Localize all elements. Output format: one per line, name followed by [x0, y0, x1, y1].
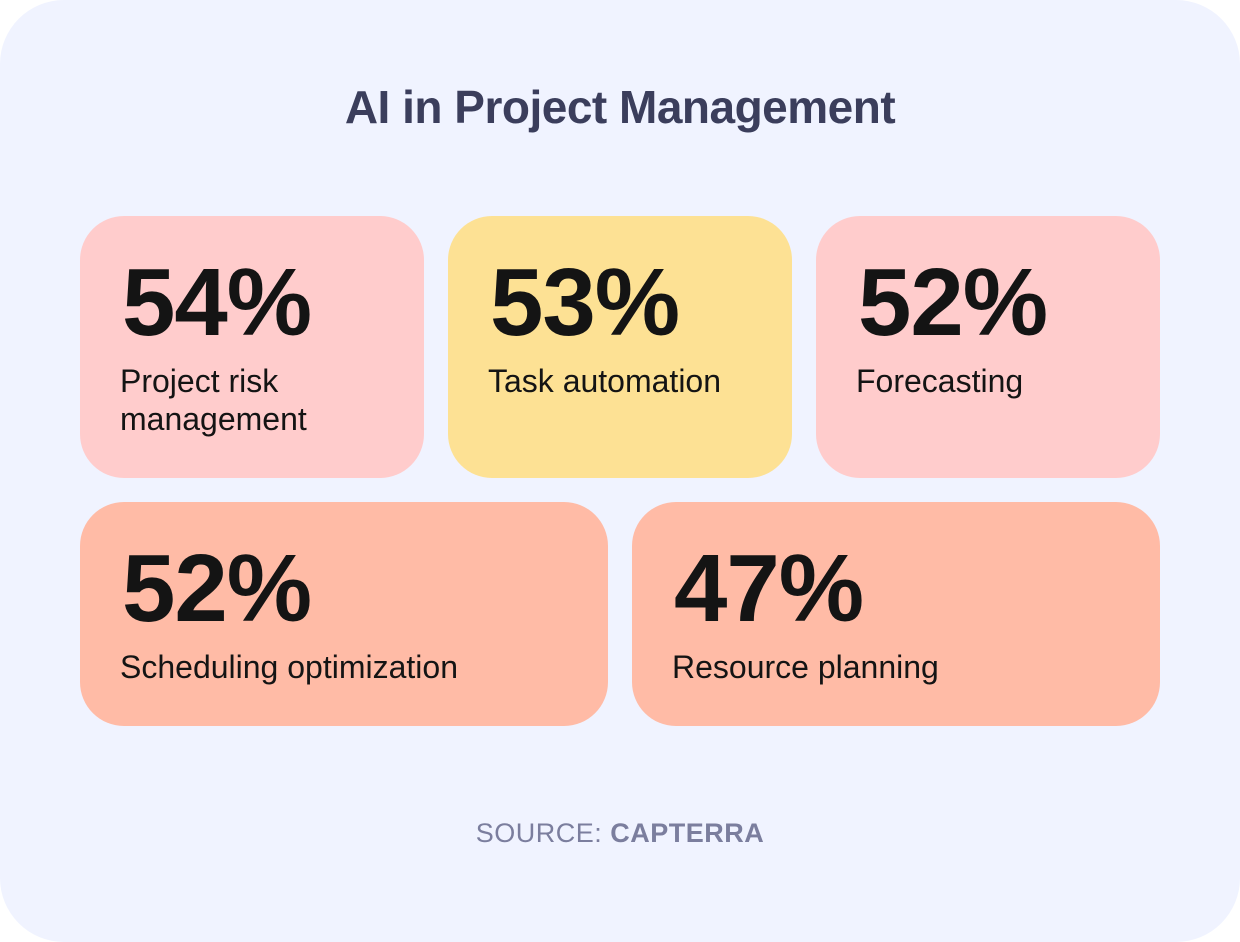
stat-label: Scheduling optimization	[120, 649, 458, 685]
stat-value: 52%	[858, 249, 1048, 356]
source-credit: SOURCE: CAPTERRA	[0, 818, 1240, 849]
stat-value: 47%	[674, 535, 864, 642]
stat-tile-project-risk-management: 54% Project risk management	[80, 216, 424, 478]
chart-title: AI in Project Management	[344, 81, 896, 133]
stat-value: 52%	[122, 535, 312, 642]
stat-label: Resource planning	[672, 649, 939, 685]
stat-label: Project risk management	[120, 363, 307, 437]
stat-label: Forecasting	[856, 363, 1024, 399]
source-prefix: SOURCE:	[475, 818, 603, 848]
stat-value: 53%	[490, 249, 680, 356]
stat-tile-scheduling-optimization: 52% Scheduling optimization	[80, 502, 608, 726]
stat-label: Task automation	[488, 363, 722, 399]
source-name: CAPTERRA	[610, 818, 765, 848]
stat-tile-resource-planning: 47% Resource planning	[632, 502, 1160, 726]
stat-tile-forecasting: 52% Forecasting	[816, 216, 1160, 478]
stat-tile-task-automation: 53% Task automation	[448, 216, 792, 478]
stat-value: 54%	[122, 249, 312, 356]
